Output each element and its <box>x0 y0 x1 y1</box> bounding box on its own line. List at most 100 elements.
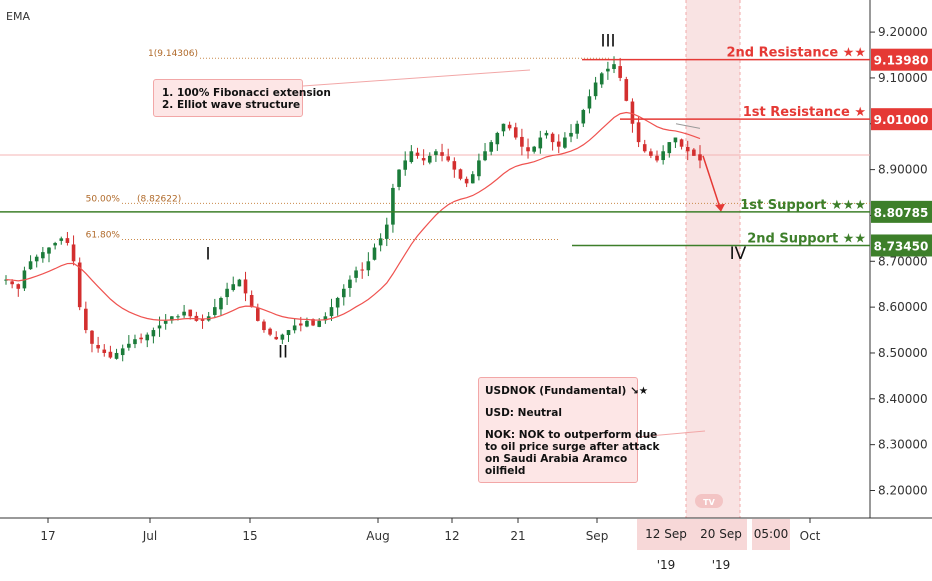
candle-body <box>625 79 629 101</box>
candle-body <box>182 312 186 316</box>
candle-body <box>90 331 94 344</box>
candle-body <box>373 248 377 260</box>
candle-body <box>231 284 235 290</box>
candle-body <box>385 225 389 239</box>
candle-body <box>109 352 113 358</box>
candle-body <box>53 243 57 245</box>
candle-body <box>508 125 512 129</box>
level-name: 1st Resistance ★ <box>743 105 866 120</box>
candle-body <box>569 133 573 137</box>
candle-body <box>268 329 272 335</box>
candle-body <box>96 345 100 348</box>
price-tick-label: 8.90000 <box>878 163 928 177</box>
candle-body <box>145 335 149 341</box>
candle-body <box>244 279 248 293</box>
candle-body <box>225 289 229 297</box>
time-badge-end: 20 Sep '19 <box>695 519 747 550</box>
wave-label: II <box>278 343 288 363</box>
candle-body <box>477 160 481 176</box>
price-tick-label: 8.40000 <box>878 392 928 406</box>
candle-body <box>47 248 51 254</box>
wave-label: III <box>600 31 615 51</box>
candle-body <box>649 151 653 156</box>
candle-body <box>563 138 567 148</box>
candle-body <box>416 153 420 156</box>
candle-body <box>403 160 407 169</box>
price-label-tag: 8.80785 <box>871 201 932 223</box>
candle-body <box>637 122 641 142</box>
fib-level-label: 1(9.14306) <box>148 49 198 59</box>
candle-body <box>256 308 260 321</box>
price-chart[interactable]: 8.20000 8.30000 8.40000 8.50000 8.60000 8.700… <box>0 0 932 550</box>
price-label-value: 9.01000 <box>874 113 929 127</box>
candle-body <box>176 316 180 317</box>
candle-body <box>152 330 156 336</box>
candle-body <box>631 102 635 124</box>
candle-body <box>115 353 119 359</box>
candle-body <box>287 330 291 335</box>
candle-body <box>496 133 500 144</box>
price-label-tag: 9.13980 <box>871 49 932 71</box>
fib-note-line: 1. 100% Fibonacci extension <box>162 87 294 99</box>
price-label-value: 8.73450 <box>874 239 929 253</box>
price-tick-label: 8.50000 <box>878 346 928 360</box>
candle-body <box>354 270 358 277</box>
candle-body <box>317 321 321 327</box>
fib-mid-label: (8.82622) <box>137 194 181 204</box>
candle-body <box>686 147 690 151</box>
candle-body <box>397 170 401 187</box>
candle-body <box>72 244 76 261</box>
chart-area[interactable]: 8.20000 8.30000 8.40000 8.50000 8.60000 8.700… <box>0 0 932 550</box>
fib-note: 1. 100% Fibonacci extension 2. Elliot wa… <box>153 79 303 117</box>
candle-body <box>41 252 45 258</box>
candle-body <box>692 150 696 156</box>
candle-body <box>274 337 278 339</box>
level-name: 2nd Resistance ★★ <box>727 46 867 61</box>
time-tick-label: 17 <box>40 529 55 543</box>
price-tick-label: 8.20000 <box>878 483 928 497</box>
tradingview-logo-icon: TV <box>694 490 724 512</box>
candle-body <box>158 325 162 328</box>
candle-body <box>606 69 610 72</box>
time-tick-label: 15 <box>242 529 257 543</box>
candle-body <box>219 298 223 309</box>
candle-body <box>336 298 340 308</box>
candle-body <box>661 151 665 160</box>
fundamental-note: USDNOK (Fundamental) ↘★ USD: Neutral NOK… <box>478 377 638 483</box>
fundamental-title: USDNOK (Fundamental) ↘★ <box>485 385 631 397</box>
time-badge-start: 12 Sep '19 <box>637 519 695 550</box>
candle-body <box>299 323 303 325</box>
time-tick-label: Jul <box>142 529 157 543</box>
candle-body <box>667 142 671 153</box>
candle-body <box>440 152 444 156</box>
candle-body <box>545 133 549 135</box>
candle-body <box>262 322 266 331</box>
candle-body <box>139 338 143 340</box>
price-label-tag: 9.01000 <box>871 108 932 130</box>
fib-level-label: 50.00% <box>86 194 121 204</box>
candle-body <box>342 289 346 297</box>
candle-body <box>66 238 70 243</box>
candle-body <box>238 280 242 287</box>
candle-body <box>305 321 309 327</box>
ema-legend[interactable]: EMA <box>6 10 30 23</box>
price-label-value: 8.80785 <box>874 206 929 220</box>
fundamental-usd: USD: Neutral <box>485 407 631 419</box>
candle-body <box>514 127 518 137</box>
time-tick-label: Aug <box>366 529 389 543</box>
candle-body <box>16 284 20 289</box>
time-tick-label: Sep <box>586 529 609 543</box>
price-label-tag: 8.73450 <box>871 234 932 256</box>
candle-body <box>29 261 33 269</box>
candle-body <box>127 344 131 348</box>
svg-text:TV: TV <box>703 498 715 507</box>
candle-body <box>465 179 469 184</box>
candle-body <box>250 295 254 307</box>
candle-body <box>213 307 217 315</box>
time-tick-label: 21 <box>510 529 525 543</box>
candle-body <box>133 339 137 344</box>
candle-body <box>293 325 297 330</box>
price-label-value: 9.13980 <box>874 54 929 68</box>
price-tick-label: 9.20000 <box>878 25 928 39</box>
price-tick-label: 9.10000 <box>878 71 928 85</box>
